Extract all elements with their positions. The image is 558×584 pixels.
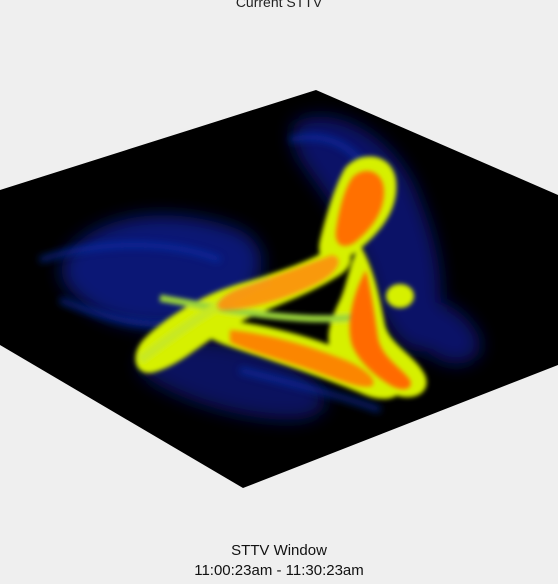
current-sttv-label: Current STTV [235,0,323,10]
sttv-window-caption: STTV Window 11:00:23am - 11:30:23am [0,541,558,581]
sttv-volume-visualization[interactable] [0,0,558,520]
sttv-window-title: STTV Window [231,542,327,559]
high-density-core [217,170,411,390]
sttv-window-time-range: 11:00:23am - 11:30:23am [194,562,364,579]
